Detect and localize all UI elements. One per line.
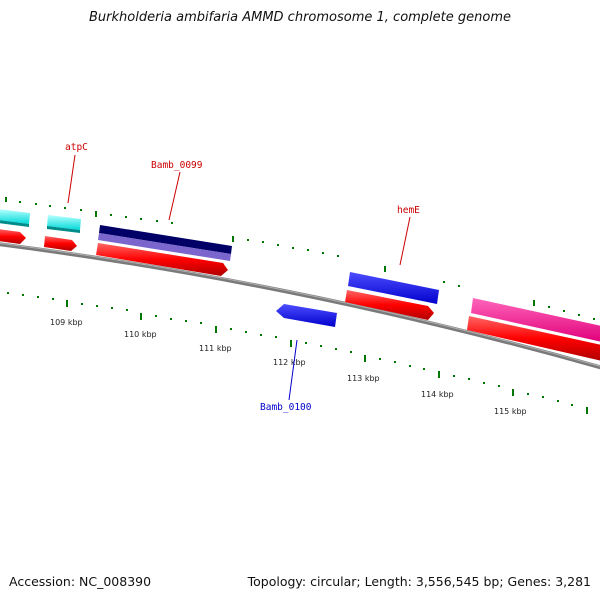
axis-label-109kbp: 109 kbp (50, 318, 83, 327)
genome-backbone (0, 242, 600, 370)
axis-label-112kbp: 112 kbp (273, 358, 306, 367)
axis-label-110kbp: 110 kbp (124, 330, 157, 339)
axis-label-114kbp: 114 kbp (421, 390, 454, 399)
gene-cyan-1-shadow (0, 220, 29, 227)
callout-bamb-0099 (168, 171, 181, 221)
callout-hemE (399, 216, 411, 266)
cds-arrow-4[interactable] (345, 290, 434, 320)
cds-arrow-2[interactable] (44, 236, 77, 251)
cds-arrow-1[interactable] (0, 229, 26, 244)
genome-backbone-highlight (0, 242, 600, 367)
axis-label-113kbp: 113 kbp (347, 374, 380, 383)
gene-hemE[interactable] (348, 272, 439, 304)
gene-cyan-1[interactable] (0, 209, 30, 224)
gene-cyan-2[interactable] (47, 215, 81, 230)
gene-cyan-2-shadow (47, 226, 80, 233)
axis-label-115kbp: 115 kbp (494, 407, 527, 416)
genome-title: Burkholderia ambifaria AMMD chromosome 1… (88, 10, 512, 25)
callout-atpC (67, 154, 76, 204)
genome-summary: Topology: circular; Length: 3,556,545 bp… (247, 574, 591, 589)
gene-magenta[interactable] (471, 298, 600, 342)
gene-bamb-0099[interactable] (99, 225, 232, 254)
accession-label: Accession: NC_008390 (9, 574, 152, 589)
cds-arrow-5[interactable] (467, 316, 600, 361)
callout-bamb-0100 (288, 339, 298, 401)
gene-label-bamb-0099: Bamb_0099 (151, 160, 203, 171)
cds-arrow-3[interactable] (96, 243, 228, 276)
upper-tick-row (5, 197, 595, 320)
gene-bamb-0099-product (98, 233, 231, 261)
gene-label-bamb-0100: Bamb_0100 (260, 402, 312, 413)
gene-label-hemE: hemE (397, 205, 420, 216)
lower-tick-row (7, 292, 588, 414)
gene-label-atpC: atpC (65, 142, 88, 153)
gene-bamb-0100[interactable] (276, 304, 337, 327)
gene-callouts (67, 154, 411, 401)
axis-label-111kbp: 111 kbp (199, 344, 232, 353)
gene-features (0, 209, 600, 361)
